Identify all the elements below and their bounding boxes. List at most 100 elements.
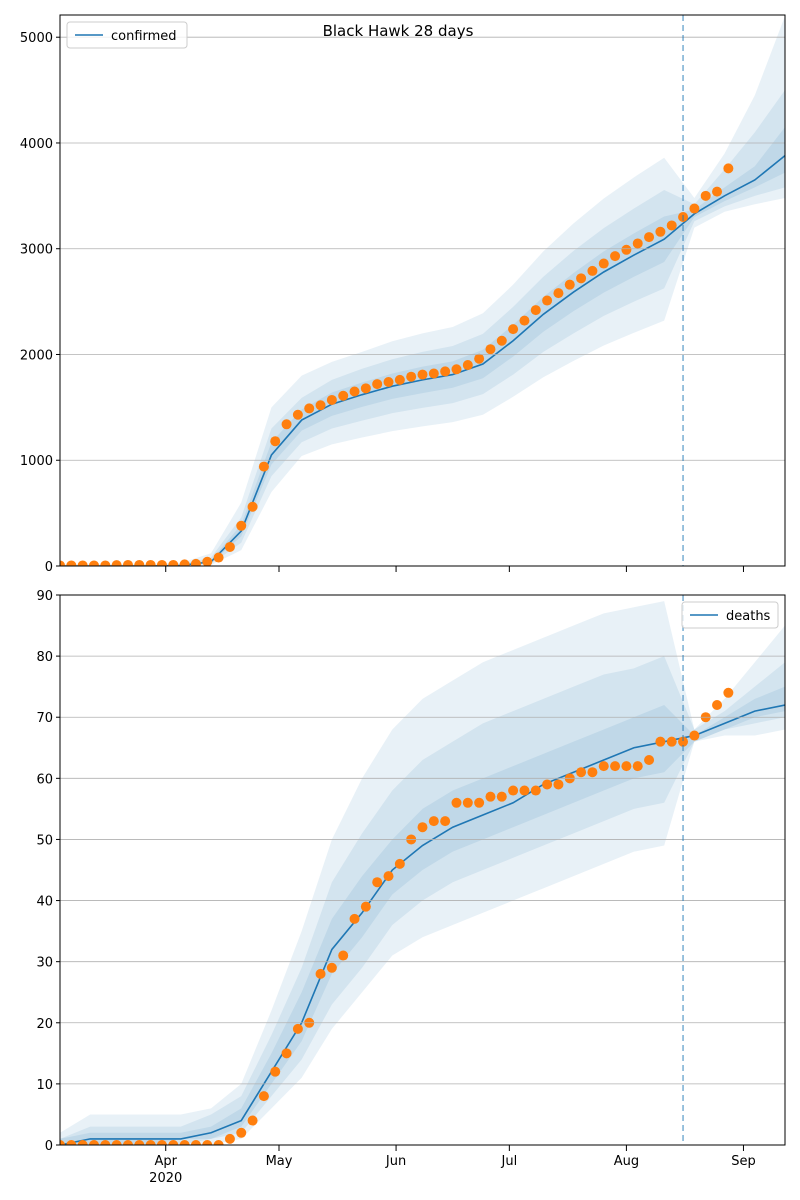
y-tick-label: 0: [45, 560, 53, 575]
y-tick-label: 20: [36, 1017, 53, 1032]
observed-point: [474, 353, 485, 364]
observed-point: [270, 1066, 281, 1077]
observed-point: [508, 324, 519, 335]
observed-point: [77, 1140, 88, 1145]
y-tick-label: 60: [36, 772, 53, 787]
y-tick-label: 1000: [20, 454, 53, 469]
observed-point: [553, 288, 564, 299]
observed-point: [224, 1133, 235, 1144]
observed-point: [632, 761, 643, 772]
observed-point: [655, 736, 666, 747]
observed-point: [678, 736, 689, 747]
observed-point: [542, 779, 553, 790]
observed-point: [190, 558, 201, 566]
observed-point: [292, 409, 303, 420]
observed-point: [122, 1140, 133, 1145]
observed-point: [326, 394, 337, 405]
observed-point: [712, 186, 723, 197]
observed-point: [281, 1048, 292, 1059]
observed-point: [610, 761, 621, 772]
observed-point: [66, 1140, 77, 1145]
observed-point: [156, 559, 167, 566]
observed-point: [247, 1115, 258, 1126]
observed-point: [394, 374, 405, 385]
observed-point: [213, 1140, 224, 1145]
observed-point: [440, 366, 451, 377]
legend-box: [681, 601, 779, 629]
observed-point: [383, 871, 394, 882]
observed-point: [519, 785, 530, 796]
observed-point: [247, 501, 258, 512]
uncertainty-band: [60, 90, 785, 566]
observed-point: [213, 552, 224, 563]
legend-label: confirmed: [111, 29, 177, 44]
observed-point: [564, 279, 575, 290]
y-tick-label: 70: [36, 711, 53, 726]
y-tick-label: 50: [36, 833, 53, 848]
observed-point: [258, 461, 269, 472]
observed-point: [700, 190, 711, 201]
observed-point: [360, 383, 371, 394]
observed-point: [530, 305, 541, 316]
plot-area: [60, 601, 785, 1145]
observed-point: [315, 968, 326, 979]
observed-point: [66, 560, 77, 566]
observed-point: [689, 203, 700, 214]
observed-point: [621, 761, 632, 772]
y-tick-label: 30: [36, 956, 53, 971]
observed-point: [145, 1140, 156, 1145]
observed-point: [587, 265, 598, 276]
observed-point: [134, 1140, 145, 1145]
observed-point: [462, 360, 473, 371]
uncertainty-band: [60, 16, 785, 566]
observed-point: [156, 1140, 167, 1145]
observed-point: [88, 560, 99, 566]
plot-area: [60, 16, 785, 566]
observed-point: [304, 403, 315, 414]
observed-point: [598, 258, 609, 269]
chart-title: Black Hawk 28 days: [323, 22, 474, 40]
observed-point: [100, 1140, 111, 1145]
observed-point: [485, 791, 496, 802]
observed-point: [326, 962, 337, 973]
observed-point: [644, 755, 655, 765]
observed-point: [666, 220, 677, 231]
observed-point: [417, 369, 428, 380]
observed-point: [190, 1140, 201, 1145]
x-tick-label: Jun: [385, 1154, 406, 1169]
plot-frame: [59, 14, 786, 567]
legend-box: [66, 21, 188, 49]
observed-point: [428, 368, 439, 379]
x-tick-label: Aug: [614, 1154, 639, 1169]
observed-point: [236, 1127, 247, 1138]
observed-point: [315, 400, 326, 411]
x-tick-label: Jul: [501, 1154, 518, 1169]
observed-point: [224, 541, 235, 552]
observed-point: [202, 1140, 213, 1145]
observed-point: [270, 436, 281, 447]
observed-point: [349, 913, 360, 924]
y-tick-label: 3000: [20, 243, 53, 258]
observed-point: [281, 419, 292, 430]
observed-point: [428, 816, 439, 827]
observed-point: [406, 371, 417, 382]
observed-point: [723, 163, 734, 174]
observed-point: [372, 379, 383, 390]
observed-point: [88, 1140, 99, 1145]
observed-point: [451, 797, 462, 808]
observed-point: [179, 559, 190, 566]
uncertainty-band: [60, 686, 785, 1145]
x-tick-label: Apr 2020: [149, 1154, 182, 1186]
observed-point: [610, 251, 621, 262]
observed-point: [60, 1140, 65, 1145]
observed-point: [723, 687, 734, 698]
observed-point: [111, 1140, 122, 1145]
observed-point: [519, 315, 530, 326]
observed-point: [451, 364, 462, 375]
observed-point: [576, 273, 587, 284]
y-tick-label: 80: [36, 650, 53, 665]
x-tick-label: May: [266, 1154, 293, 1169]
observed-point: [530, 785, 541, 796]
observed-point: [77, 560, 88, 566]
